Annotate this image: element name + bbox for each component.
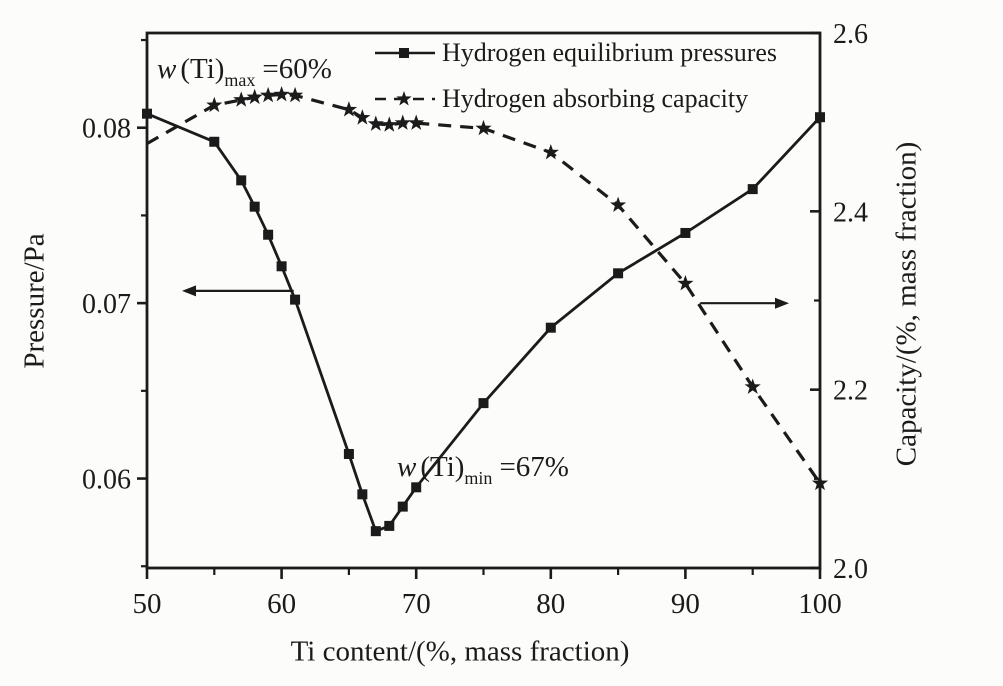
right-tick-label: 2.2	[833, 376, 868, 407]
marker-square	[747, 184, 758, 195]
right-arrowhead-icon	[775, 297, 789, 309]
marker-square	[478, 398, 489, 409]
marker-square	[613, 268, 624, 279]
annotation-ti-max: w (Ti)max =60%	[157, 53, 332, 89]
marker-star	[408, 114, 425, 130]
right-tick-label: 2.0	[833, 554, 868, 585]
legend-swatch-1	[375, 90, 435, 105]
marker-square	[290, 294, 301, 305]
marker-square	[397, 501, 408, 512]
marker-square	[276, 261, 287, 272]
marker-square	[263, 229, 274, 240]
marker-star	[542, 143, 559, 160]
annotation-min-w: w	[397, 451, 417, 483]
annotation-max-base: (Ti)	[180, 53, 225, 85]
marker-square	[249, 201, 260, 212]
marker-square	[815, 112, 825, 123]
x-tick-label: 50	[133, 588, 162, 620]
marker-star	[475, 119, 492, 136]
right-tick-label: 2.4	[833, 197, 868, 228]
annotation-max-value: =60%	[262, 53, 332, 85]
marker-square	[142, 108, 152, 119]
marker-star	[246, 88, 263, 105]
marker-square	[236, 175, 247, 186]
x-tick-label: 70	[402, 588, 431, 620]
marker-star	[273, 86, 290, 102]
marker-square	[209, 136, 220, 147]
annotation-min-subscript: min	[464, 468, 493, 488]
chart-legend: Hydrogen equilibrium pressures Hydrogen …	[373, 31, 777, 120]
right-tick-label: 2.6	[833, 19, 868, 50]
legend-item-pressure: Hydrogen equilibrium pressures	[373, 31, 777, 74]
marker-star	[340, 101, 357, 117]
marker-star	[260, 86, 277, 103]
marker-star	[610, 196, 627, 212]
marker-star	[206, 96, 223, 113]
x-axis-title: Ti content/(%, mass fraction)	[290, 635, 630, 668]
left-tick-label: 0.06	[82, 465, 131, 496]
marker-star	[744, 378, 761, 394]
left-tick-label: 0.08	[82, 114, 131, 145]
left-arrowhead-icon	[182, 285, 196, 297]
annotation-ti-min: w (Ti)min =67%	[397, 451, 569, 487]
marker-square	[357, 489, 368, 500]
marker-star	[381, 116, 398, 132]
marker-star	[394, 114, 411, 130]
annotation-min-value: =67%	[499, 451, 569, 483]
square-marker-icon	[399, 47, 409, 58]
left-tick-label: 0.07	[82, 289, 131, 320]
annotation-max-w: w	[157, 53, 177, 85]
marker-square	[411, 482, 422, 493]
legend-swatch-0	[375, 47, 435, 58]
marker-square	[384, 520, 395, 531]
marker-star	[354, 109, 371, 125]
legend-item-capacity: Hydrogen absorbing capacity	[373, 77, 777, 120]
legend-label-pressure: Hydrogen equilibrium pressures	[442, 37, 778, 67]
marker-star	[677, 275, 694, 291]
marker-star	[811, 474, 829, 491]
x-tick-label: 60	[267, 588, 296, 620]
marker-star	[286, 86, 304, 103]
marker-star	[367, 115, 384, 131]
marker-star	[233, 91, 250, 107]
x-tick-label: 100	[798, 588, 842, 620]
star-marker-icon	[396, 90, 412, 105]
annotation-min-base: (Ti)	[420, 451, 465, 483]
marker-square	[370, 526, 381, 537]
series-line-capacity	[146, 92, 822, 485]
x-tick-label: 90	[671, 588, 700, 620]
annotation-max-subscript: max	[224, 70, 256, 90]
legend-label-capacity: Hydrogen absorbing capacity	[442, 83, 749, 113]
marker-square	[680, 227, 691, 238]
marker-square	[545, 322, 556, 333]
x-tick-label: 80	[536, 588, 565, 620]
right-axis-title: Capacity/(%, mass fraction)	[890, 141, 923, 467]
left-axis-title: Pressure/Pa	[18, 233, 51, 369]
marker-square	[343, 448, 354, 459]
